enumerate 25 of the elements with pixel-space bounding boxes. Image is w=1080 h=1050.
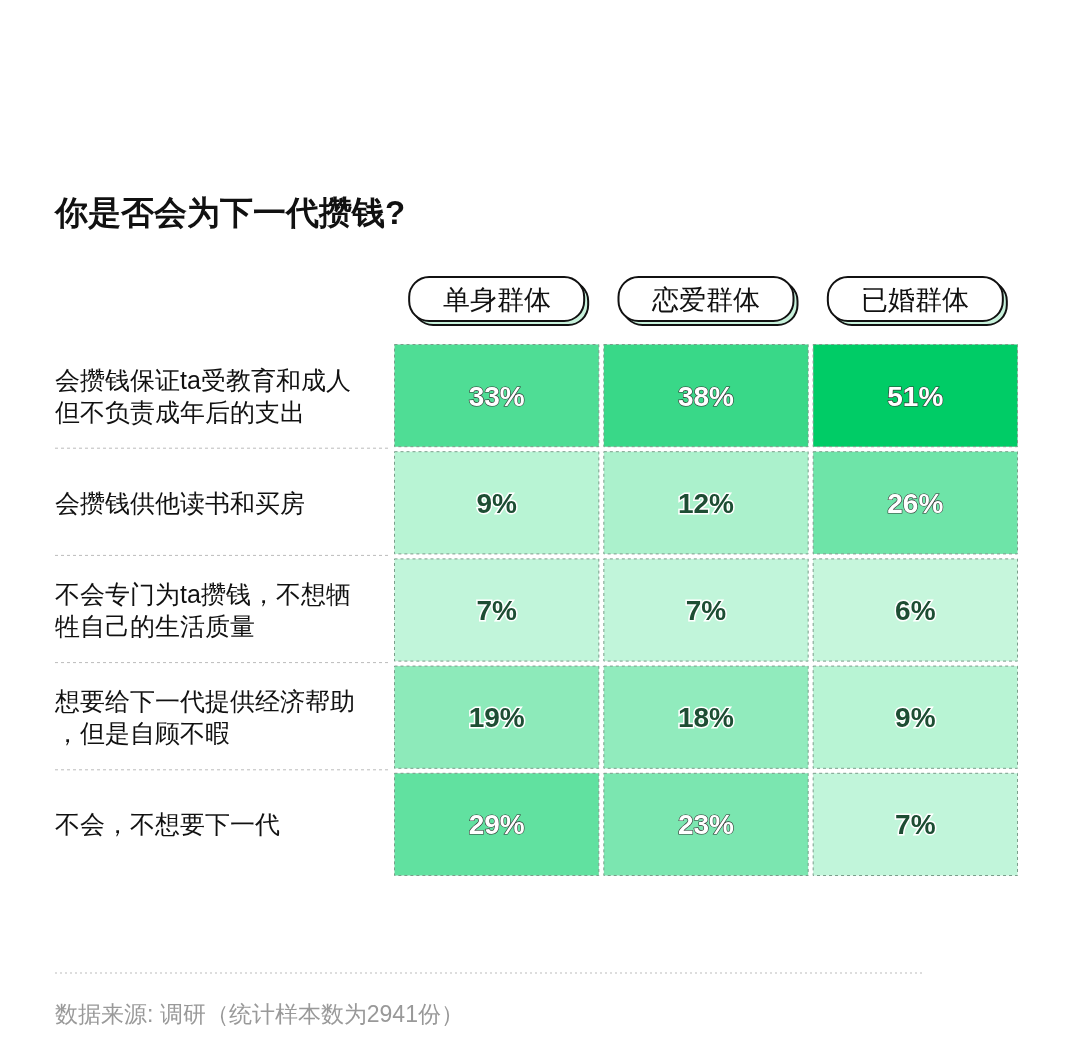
data-label: 9% — [476, 487, 517, 519]
y-tick-label: 会攒钱保证ta受教育和成人但不负责成年后的支出 — [55, 365, 351, 426]
data-label: 33% — [468, 380, 525, 412]
x-tick-label: 恋爱群体 — [651, 285, 760, 315]
source-note: 数据来源: 调研（统计样本数为2941份） — [55, 1001, 464, 1027]
y-tick-label: 不会，不想要下一代 — [55, 810, 280, 839]
data-label: 29% — [468, 809, 525, 841]
data-label: 6% — [895, 595, 936, 626]
data-label: 7% — [685, 595, 727, 626]
data-label: 9% — [895, 702, 936, 734]
data-label: 19% — [468, 702, 525, 734]
data-label: 7% — [476, 595, 517, 626]
y-tick-label: 想要给下一代提供经济帮助，但是自顾不暇 — [54, 687, 355, 748]
x-tick-label: 单身群体 — [442, 285, 551, 315]
data-label: 51% — [887, 380, 944, 412]
data-label: 18% — [677, 702, 735, 734]
chart-title: 你是否会为下一代攒钱? — [53, 194, 406, 231]
data-label: 12% — [677, 487, 735, 519]
data-label: 23% — [677, 809, 735, 841]
y-tick-label: 不会专门为ta攒钱，不想牺牲自己的生活质量 — [55, 580, 351, 640]
data-label: 38% — [677, 380, 735, 412]
x-tick-label: 已婚群体 — [861, 285, 970, 315]
data-label: 26% — [887, 487, 944, 519]
data-label: 7% — [895, 809, 936, 841]
y-tick-label: 会攒钱供他读书和买房 — [55, 488, 305, 517]
